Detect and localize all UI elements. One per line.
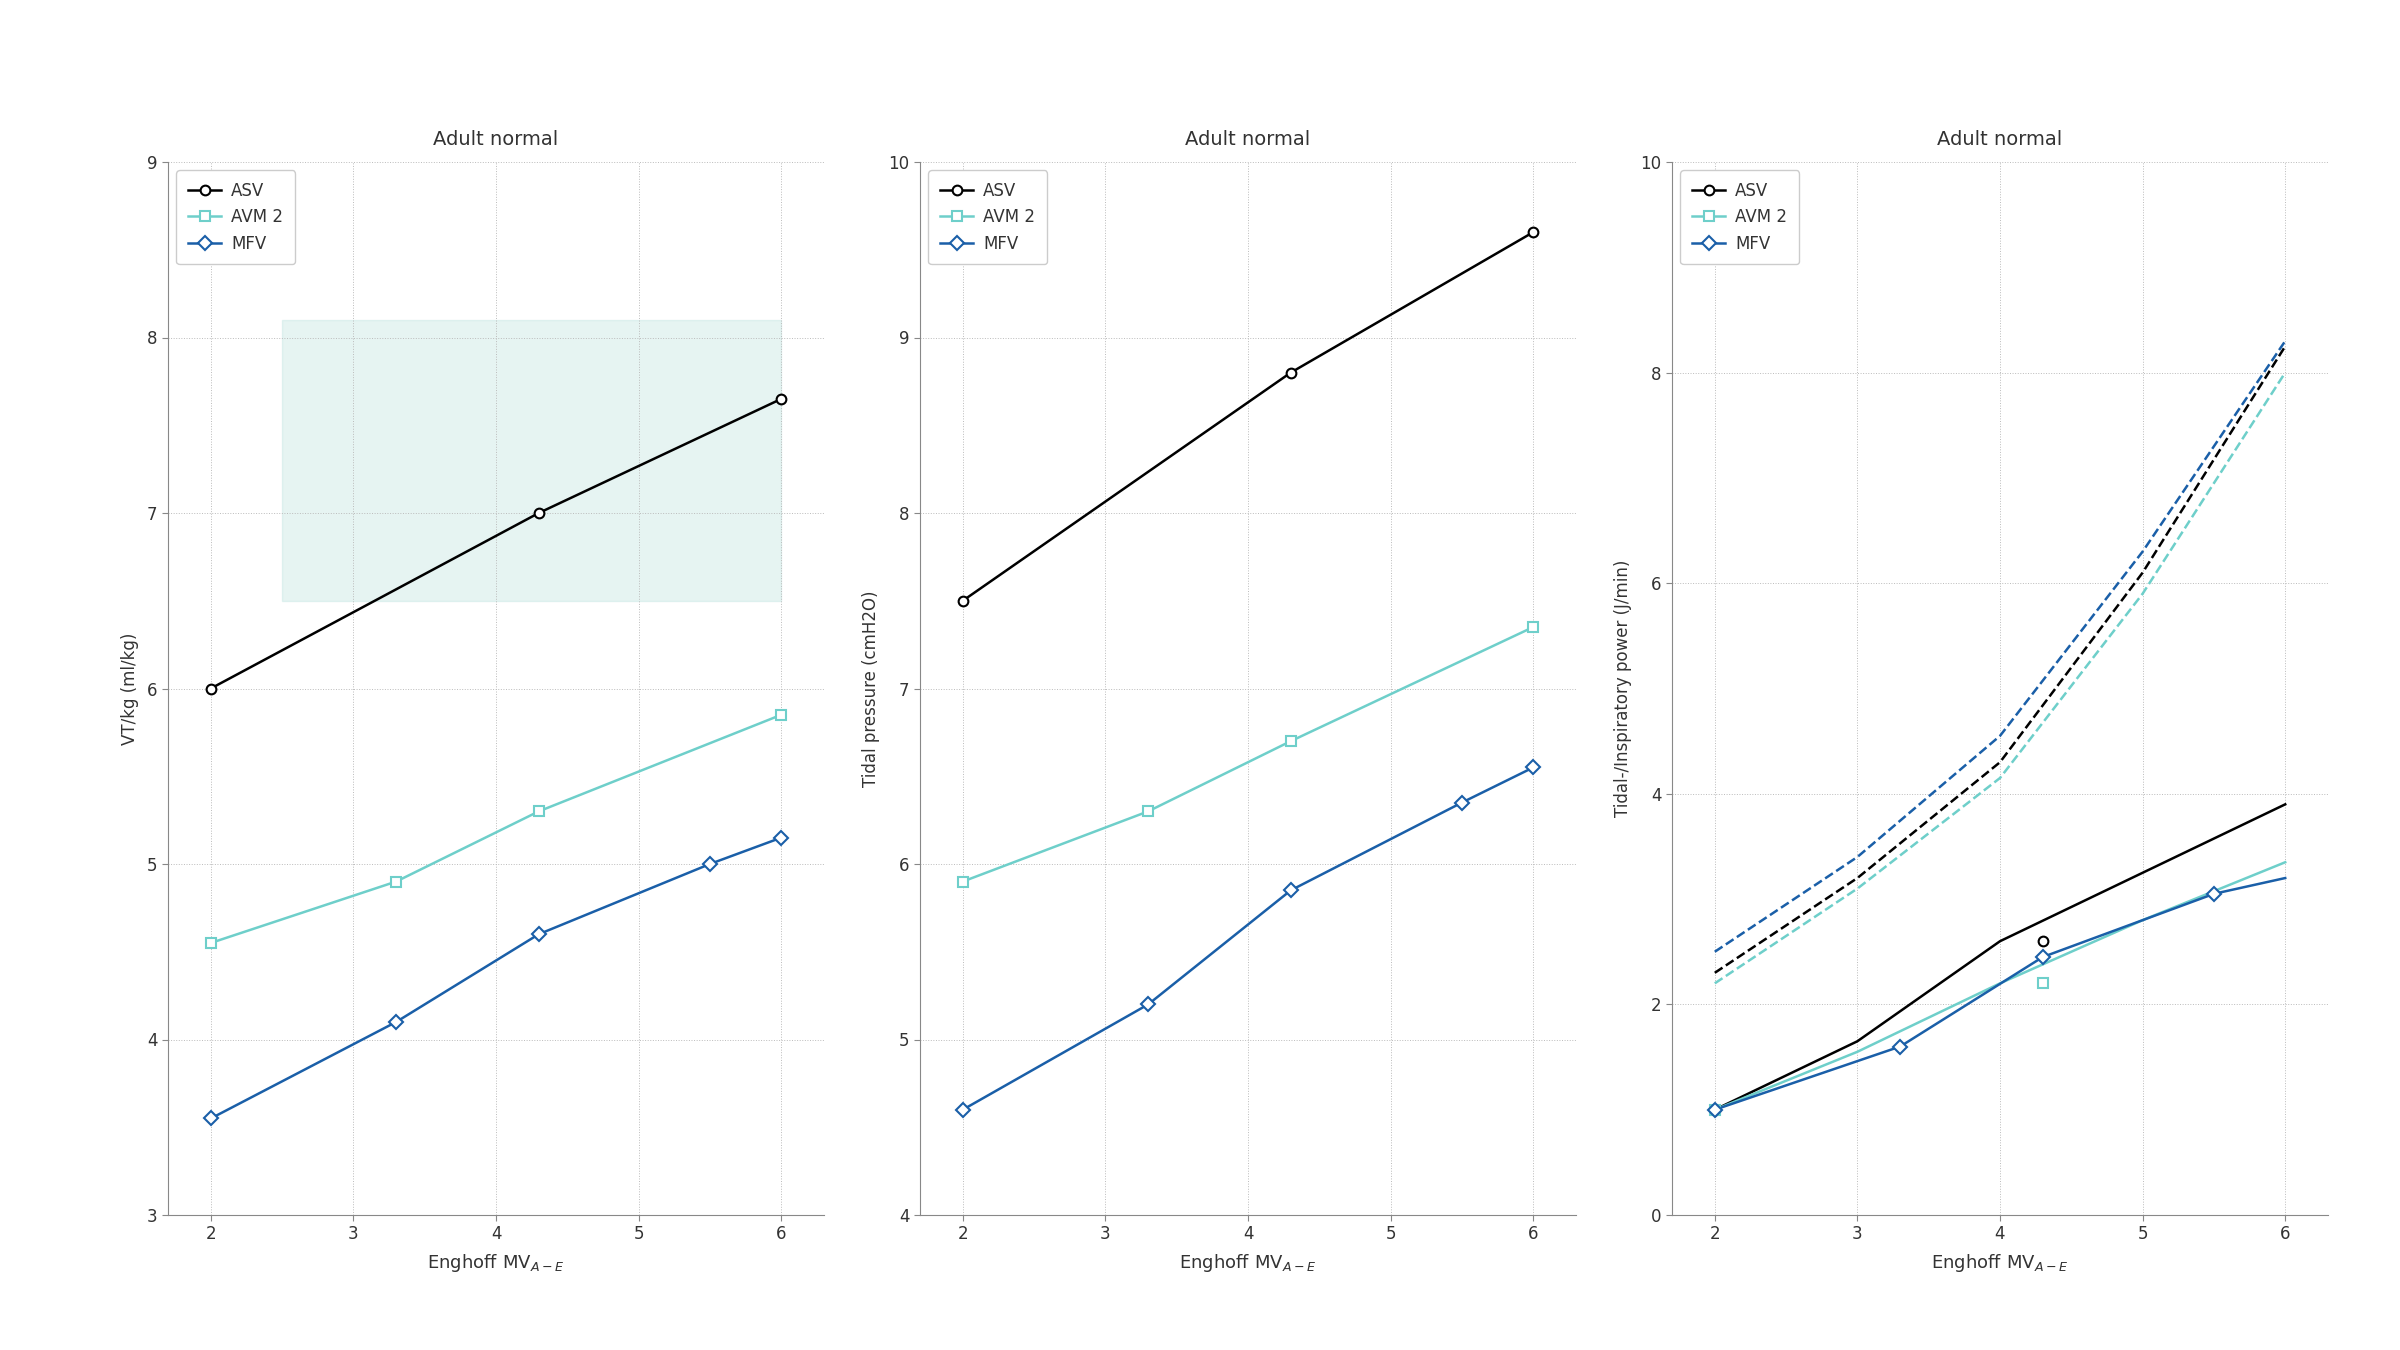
Line: AVM 2: AVM 2 <box>211 716 782 942</box>
ASV <box>1277 364 1306 381</box>
Title: Adult normal: Adult normal <box>1186 131 1310 150</box>
MFV <box>2198 886 2227 902</box>
AVM 2 <box>1699 1102 1728 1118</box>
MFV <box>523 926 552 942</box>
ASV <box>1843 1033 1872 1049</box>
X-axis label: Enghoff MV$_{A-E}$: Enghoff MV$_{A-E}$ <box>427 1251 564 1274</box>
Line: MFV: MFV <box>962 768 1534 1110</box>
AVM 2 <box>1985 975 2014 991</box>
X-axis label: Enghoff MV$_{A-E}$: Enghoff MV$_{A-E}$ <box>1932 1251 2069 1274</box>
Line: AVM 2: AVM 2 <box>962 626 1534 882</box>
MFV <box>1886 1038 1915 1054</box>
ASV <box>768 392 797 408</box>
ASV <box>523 505 552 521</box>
AVM 2 <box>1843 1044 1872 1060</box>
Legend: ASV, AVM 2, MFV: ASV, AVM 2, MFV <box>175 170 295 265</box>
ASV <box>1519 224 1548 240</box>
ASV <box>1699 1102 1728 1118</box>
MFV <box>1133 996 1162 1012</box>
ASV <box>2270 796 2299 813</box>
MFV <box>768 829 797 845</box>
Title: Adult normal: Adult normal <box>434 131 559 150</box>
MFV <box>2270 869 2299 886</box>
MFV <box>1519 760 1548 776</box>
X-axis label: Enghoff MV$_{A-E}$: Enghoff MV$_{A-E}$ <box>1178 1251 1318 1274</box>
MFV <box>2028 949 2057 965</box>
AVM 2 <box>2270 855 2299 871</box>
Y-axis label: Tidal pressure (cmH2O): Tidal pressure (cmH2O) <box>862 590 881 787</box>
Legend: ASV, AVM 2, MFV: ASV, AVM 2, MFV <box>929 170 1046 265</box>
ASV <box>948 593 977 609</box>
Line: MFV: MFV <box>1714 878 2285 1110</box>
AVM 2 <box>197 934 226 950</box>
Line: AVM 2: AVM 2 <box>1714 863 2285 1110</box>
ASV <box>2129 865 2158 882</box>
ASV <box>197 680 226 697</box>
Line: ASV: ASV <box>211 400 782 688</box>
AVM 2 <box>768 707 797 724</box>
AVM 2 <box>1519 618 1548 636</box>
Y-axis label: Tidal-/Inspiratory power (J/min): Tidal-/Inspiratory power (J/min) <box>1615 560 1632 817</box>
AVM 2 <box>382 873 410 890</box>
AVM 2 <box>1133 803 1162 819</box>
MFV <box>948 1102 977 1118</box>
AVM 2 <box>523 803 552 819</box>
ASV <box>1985 933 2014 949</box>
AVM 2 <box>948 873 977 890</box>
MFV <box>1447 794 1476 810</box>
AVM 2 <box>1277 733 1306 749</box>
Title: Adult normal: Adult normal <box>1937 131 2062 150</box>
Line: ASV: ASV <box>1714 805 2285 1110</box>
Legend: ASV, AVM 2, MFV: ASV, AVM 2, MFV <box>1680 170 1800 265</box>
Line: ASV: ASV <box>962 232 1534 601</box>
MFV <box>696 856 725 872</box>
MFV <box>1277 883 1306 899</box>
Y-axis label: VT/kg (ml/kg): VT/kg (ml/kg) <box>120 632 139 745</box>
AVM 2 <box>2129 913 2158 929</box>
MFV <box>197 1110 226 1126</box>
MFV <box>1699 1102 1728 1118</box>
Line: MFV: MFV <box>211 837 782 1118</box>
MFV <box>382 1014 410 1030</box>
